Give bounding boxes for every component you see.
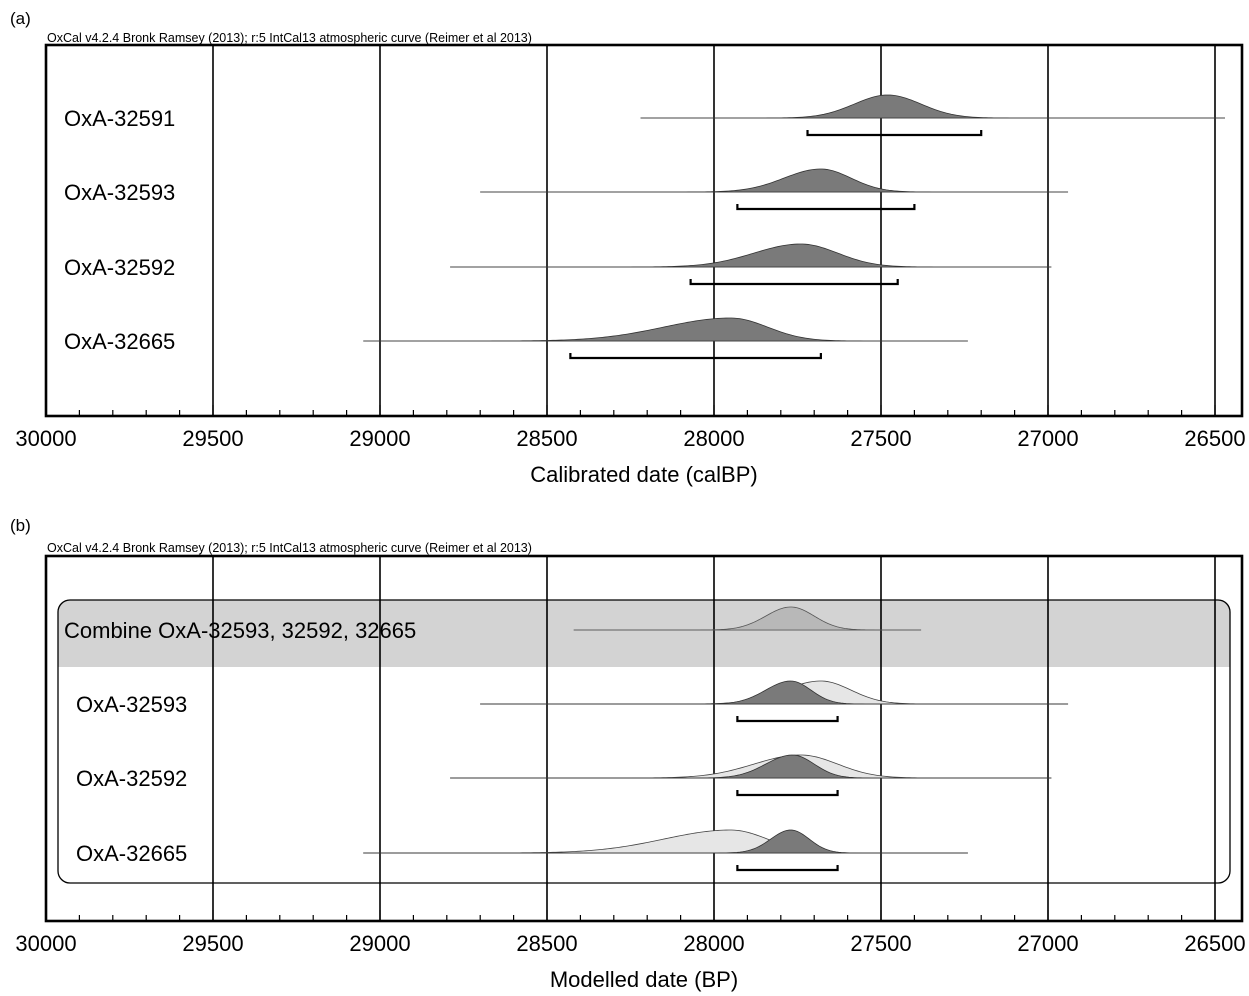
calibrated-distribution [363,317,968,342]
x-tick-label: 30000 [15,931,76,956]
sample-label: OxA-32592 [64,255,175,280]
x-tick-label: 28000 [683,426,744,451]
panel-letter: (b) [10,516,31,535]
x-tick-label: 28500 [516,426,577,451]
sample-label: OxA-32591 [64,106,175,131]
sample-label: OxA-32665 [76,841,187,866]
x-tick-label: 29000 [349,426,410,451]
x-tick-label: 29000 [349,931,410,956]
sample-label: OxA-32593 [64,180,175,205]
x-tick-label: 27000 [1017,931,1078,956]
x-tick-label: 28500 [516,931,577,956]
x-tick-label: 29500 [182,426,243,451]
x-tick-label: 27500 [850,426,911,451]
combine-label: Combine OxA-32593, 32592, 32665 [64,618,416,643]
software-caption: OxCal v4.2.4 Bronk Ramsey (2013); r:5 In… [47,541,532,555]
combine-band [58,600,1230,667]
sample-label: OxA-32665 [64,329,175,354]
posterior-distribution [363,829,968,854]
calibrated-distribution [450,243,1052,268]
range-bar [689,279,899,286]
range-bar [736,790,839,797]
posterior-distribution [480,680,1069,705]
prior-distribution [363,829,968,854]
range-bar [736,716,839,723]
x-tick-label: 30000 [15,426,76,451]
range-bar [806,130,983,137]
range-bar [736,204,916,211]
panel-letter: (a) [10,9,31,28]
sample-label: OxA-32593 [76,692,187,717]
x-tick-label: 27500 [850,931,911,956]
plot-frame [44,43,1244,418]
range-bar [736,865,839,872]
sample-label: OxA-32592 [76,766,187,791]
plot-frame [44,554,1244,923]
posterior-distribution [450,754,1052,779]
combine-group-box [57,599,1231,884]
range-bar [569,353,822,360]
calibrated-distribution [480,168,1069,193]
x-tick-label: 28000 [683,931,744,956]
calibrated-distribution [640,94,1226,119]
combine-distribution [573,606,922,631]
x-tick-label: 29500 [182,931,243,956]
x-tick-label: 27000 [1017,426,1078,451]
x-axis-title: Modelled date (BP) [550,967,738,992]
software-caption: OxCal v4.2.4 Bronk Ramsey (2013); r:5 In… [47,31,532,45]
x-tick-label: 26500 [1184,426,1245,451]
x-tick-label: 26500 [1184,931,1245,956]
x-axis-title: Calibrated date (calBP) [530,462,757,487]
